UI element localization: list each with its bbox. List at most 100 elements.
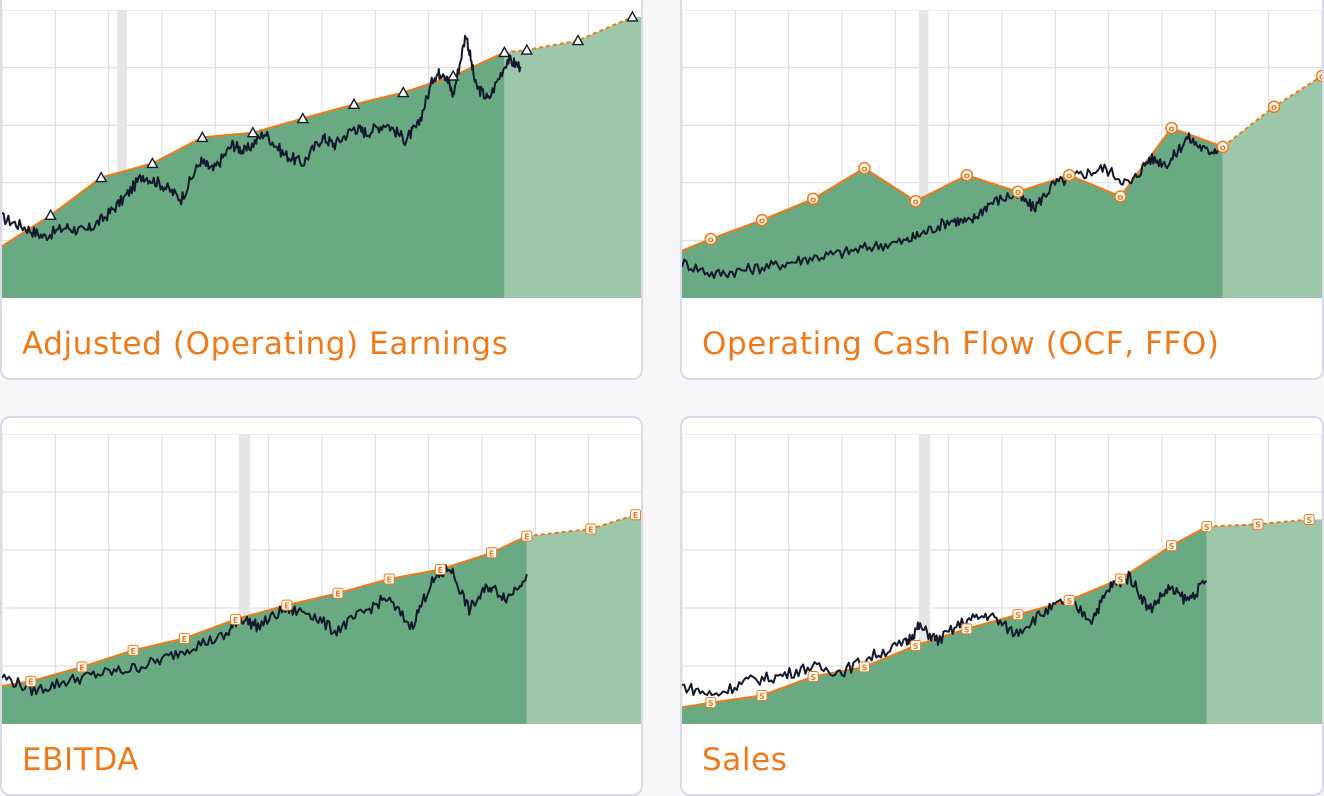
recession-band: [918, 434, 931, 724]
marker-letter: o: [1169, 124, 1175, 134]
earnings-card[interactable]: Adjusted (Operating) Earnings: [0, 0, 643, 380]
data-marker: [230, 613, 242, 625]
cash-flow-marker: [1315, 69, 1322, 83]
cash-flow-marker: [1062, 168, 1076, 182]
data-marker: [910, 640, 922, 652]
marker-letter: o: [1015, 188, 1021, 198]
marker-letter: E: [633, 511, 638, 520]
marker-letter: S: [1118, 575, 1124, 584]
earnings-marker: [246, 126, 260, 138]
cash-flow-marker: [1165, 121, 1178, 135]
ebitda-card[interactable]: E E E E E E E E E E E E E EBITDA: [0, 416, 643, 796]
fundamental-line: [682, 126, 1224, 252]
earnings-chart: [2, 10, 641, 298]
marker-letter: E: [28, 678, 33, 687]
marker-letter: o: [964, 172, 970, 182]
fundamental-area: [2, 536, 527, 724]
data-marker: [521, 530, 533, 542]
forecast-area: [526, 514, 641, 724]
earnings-marker: [520, 43, 533, 55]
marker-letter: E: [489, 549, 494, 558]
cash-flow-marker: [806, 192, 820, 206]
price-line: [682, 132, 1224, 280]
marker-letter: S: [862, 663, 868, 672]
marker-letter: o: [810, 195, 816, 205]
data-marker: [178, 632, 190, 644]
marker-letter: o: [1271, 103, 1277, 113]
recession-band: [918, 10, 929, 298]
earnings-marker: [196, 130, 209, 143]
sales-card-title: Sales: [702, 742, 788, 778]
marker-letter: E: [284, 602, 289, 611]
data-marker: [1166, 540, 1178, 552]
marker-letter: o: [708, 235, 714, 245]
cash-flow-marker: [1011, 185, 1025, 198]
forecast-area: [1206, 519, 1322, 724]
data-marker: [383, 573, 395, 585]
cash-flow-card-title: Operating Cash Flow (OCF, FFO): [702, 326, 1220, 362]
marker-letter: o: [1220, 143, 1226, 153]
cash-flow-marker: [858, 161, 871, 175]
price-line: [2, 34, 522, 242]
marker-letter: S: [708, 699, 714, 708]
earnings-marker: [397, 86, 410, 98]
marker-letter: E: [588, 526, 593, 535]
data-marker: [961, 623, 973, 635]
recession-band: [117, 10, 127, 298]
data-marker: [1303, 513, 1315, 525]
ebitda-chart: E E E E E E E E E E E E E: [2, 434, 641, 724]
marker-letter: o: [1117, 193, 1123, 203]
data-marker: [585, 523, 597, 535]
data-marker: [1114, 573, 1126, 585]
marker-letter: S: [1255, 521, 1261, 530]
fundamental-area: [682, 526, 1207, 724]
marker-letter: E: [524, 533, 529, 542]
price-line: [2, 564, 528, 697]
cash-flow-card[interactable]: o o o o o o o o o o o o o Operating Cash Flow (OCF, …: [680, 0, 1324, 380]
data-marker: [705, 697, 717, 709]
data-marker: [1252, 518, 1264, 530]
marker-letter: S: [1066, 597, 1072, 606]
forecast-area: [504, 16, 641, 298]
data-marker: [25, 675, 37, 687]
cash-flow-marker: [1216, 140, 1230, 154]
data-marker: [1201, 521, 1213, 533]
earnings-marker: [44, 208, 57, 221]
marker-letter: E: [438, 566, 443, 575]
ebitda-card-title: EBITDA: [22, 742, 140, 778]
marker-letter: o: [861, 165, 867, 175]
data-marker: [630, 509, 641, 521]
marker-letter: E: [386, 575, 391, 584]
marker-letter: E: [233, 616, 238, 625]
sales-card[interactable]: S S S S S S S S S S S S S Sales: [680, 416, 1324, 796]
earnings-marker: [95, 171, 108, 183]
marker-letter: S: [810, 673, 816, 682]
data-marker: [76, 661, 88, 673]
cash-flow-chart: o o o o o o o o o o o o o: [682, 10, 1322, 298]
marker-letter: E: [182, 635, 187, 644]
marker-letter: E: [130, 647, 135, 656]
earnings-marker: [447, 69, 460, 81]
marker-letter: S: [759, 692, 765, 701]
cash-flow-marker: [1114, 190, 1127, 203]
sales-chart: S S S S S S S S S S S S S: [682, 434, 1322, 724]
marker-letter: o: [913, 198, 919, 208]
marker-letter: o: [1066, 172, 1072, 182]
fundamental-area: [682, 127, 1223, 298]
data-marker: [332, 587, 344, 599]
cash-flow-marker: [755, 213, 769, 227]
marker-letter: o: [1319, 73, 1322, 83]
earnings-card-title: Adjusted (Operating) Earnings: [22, 326, 509, 362]
data-marker: [807, 670, 819, 682]
cash-flow-marker: [960, 168, 974, 182]
data-marker: [756, 689, 768, 701]
marker-letter: E: [335, 590, 340, 599]
data-marker: [486, 547, 498, 559]
earnings-marker: [146, 156, 159, 169]
data-marker: [1063, 594, 1075, 606]
marker-letter: S: [1015, 611, 1021, 620]
earnings-marker: [498, 45, 511, 58]
marker-letter: S: [1169, 542, 1175, 551]
marker-letter: o: [759, 217, 765, 227]
marker-letter: S: [1204, 523, 1210, 532]
